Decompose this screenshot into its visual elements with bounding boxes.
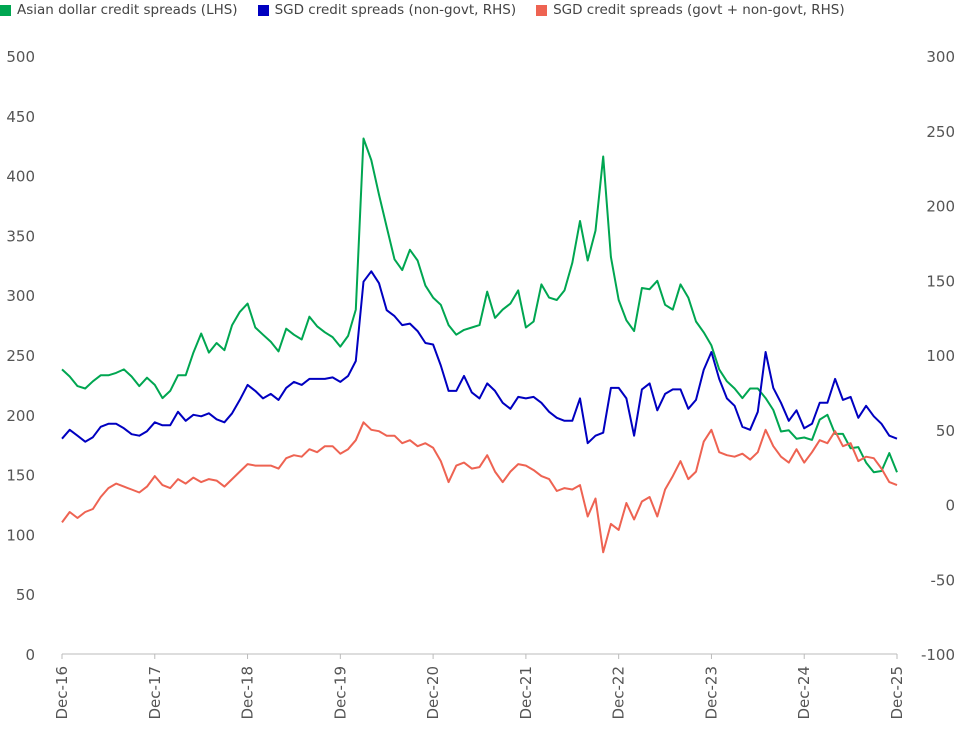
- legend-item-sgd-govt-non-govt: SGD credit spreads (govt + non-govt, RHS…: [536, 2, 845, 18]
- right-axis-tick-label: 50: [936, 422, 955, 440]
- legend: Asian dollar credit spreads (LHS) SGD cr…: [0, 0, 865, 20]
- series-line-1: [61, 270, 898, 445]
- x-axis-tick-label: Dec-20: [424, 666, 442, 720]
- left-axis-tick-label: 250: [6, 347, 35, 365]
- right-axis-tick-label: 0: [945, 497, 955, 515]
- right-axis-tick-label: 150: [926, 272, 955, 290]
- legend-swatch: [0, 4, 11, 16]
- x-axis-tick-label: Dec-17: [146, 666, 164, 720]
- left-axis-tick-label: 100: [6, 526, 35, 544]
- x-axis-tick-label: Dec-23: [702, 666, 720, 720]
- right-axis-tick-label: 300: [926, 48, 955, 66]
- right-axis-tick-label: 200: [926, 198, 955, 216]
- left-axis-tick-label: 50: [16, 586, 35, 604]
- legend-label: Asian dollar credit spreads (LHS): [17, 2, 238, 18]
- x-axis-tick-label: Dec-22: [610, 666, 628, 720]
- x-axis-tick-label: Dec-21: [517, 666, 535, 720]
- left-axis-tick-label: 350: [6, 227, 35, 245]
- x-axis-tick-label: Dec-25: [888, 666, 906, 720]
- series-line-0: [61, 137, 898, 474]
- x-axis-tick-label: Dec-18: [239, 666, 257, 720]
- legend-label: SGD credit spreads (govt + non-govt, RHS…: [553, 2, 845, 18]
- series-line-2: [61, 421, 898, 554]
- legend-swatch: [257, 4, 269, 16]
- legend-item-asian-dollar: Asian dollar credit spreads (LHS): [0, 2, 238, 18]
- left-axis-tick-label: 150: [6, 467, 35, 485]
- legend-label: SGD credit spreads (non-govt, RHS): [274, 2, 517, 18]
- right-axis-tick-label: 100: [926, 347, 955, 365]
- left-axis-tick-label: 450: [6, 108, 35, 126]
- x-axis-tick-label: Dec-24: [795, 666, 813, 720]
- legend-swatch: [536, 4, 548, 16]
- left-axis-tick-label: 400: [6, 168, 35, 186]
- x-axis-tick-label: Dec-16: [53, 666, 71, 720]
- x-axis-tick-label: Dec-19: [331, 666, 349, 720]
- left-axis-tick-label: 300: [6, 287, 35, 305]
- right-axis-tick-label: -50: [931, 571, 956, 589]
- legend-item-sgd-non-govt: SGD credit spreads (non-govt, RHS): [257, 2, 517, 18]
- right-axis-tick-label: 250: [926, 123, 955, 141]
- left-axis-tick-label: 200: [6, 407, 35, 425]
- left-axis-tick-label: 500: [6, 48, 35, 66]
- left-axis-tick-label: 0: [25, 646, 35, 664]
- right-axis-tick-label: -100: [921, 646, 955, 664]
